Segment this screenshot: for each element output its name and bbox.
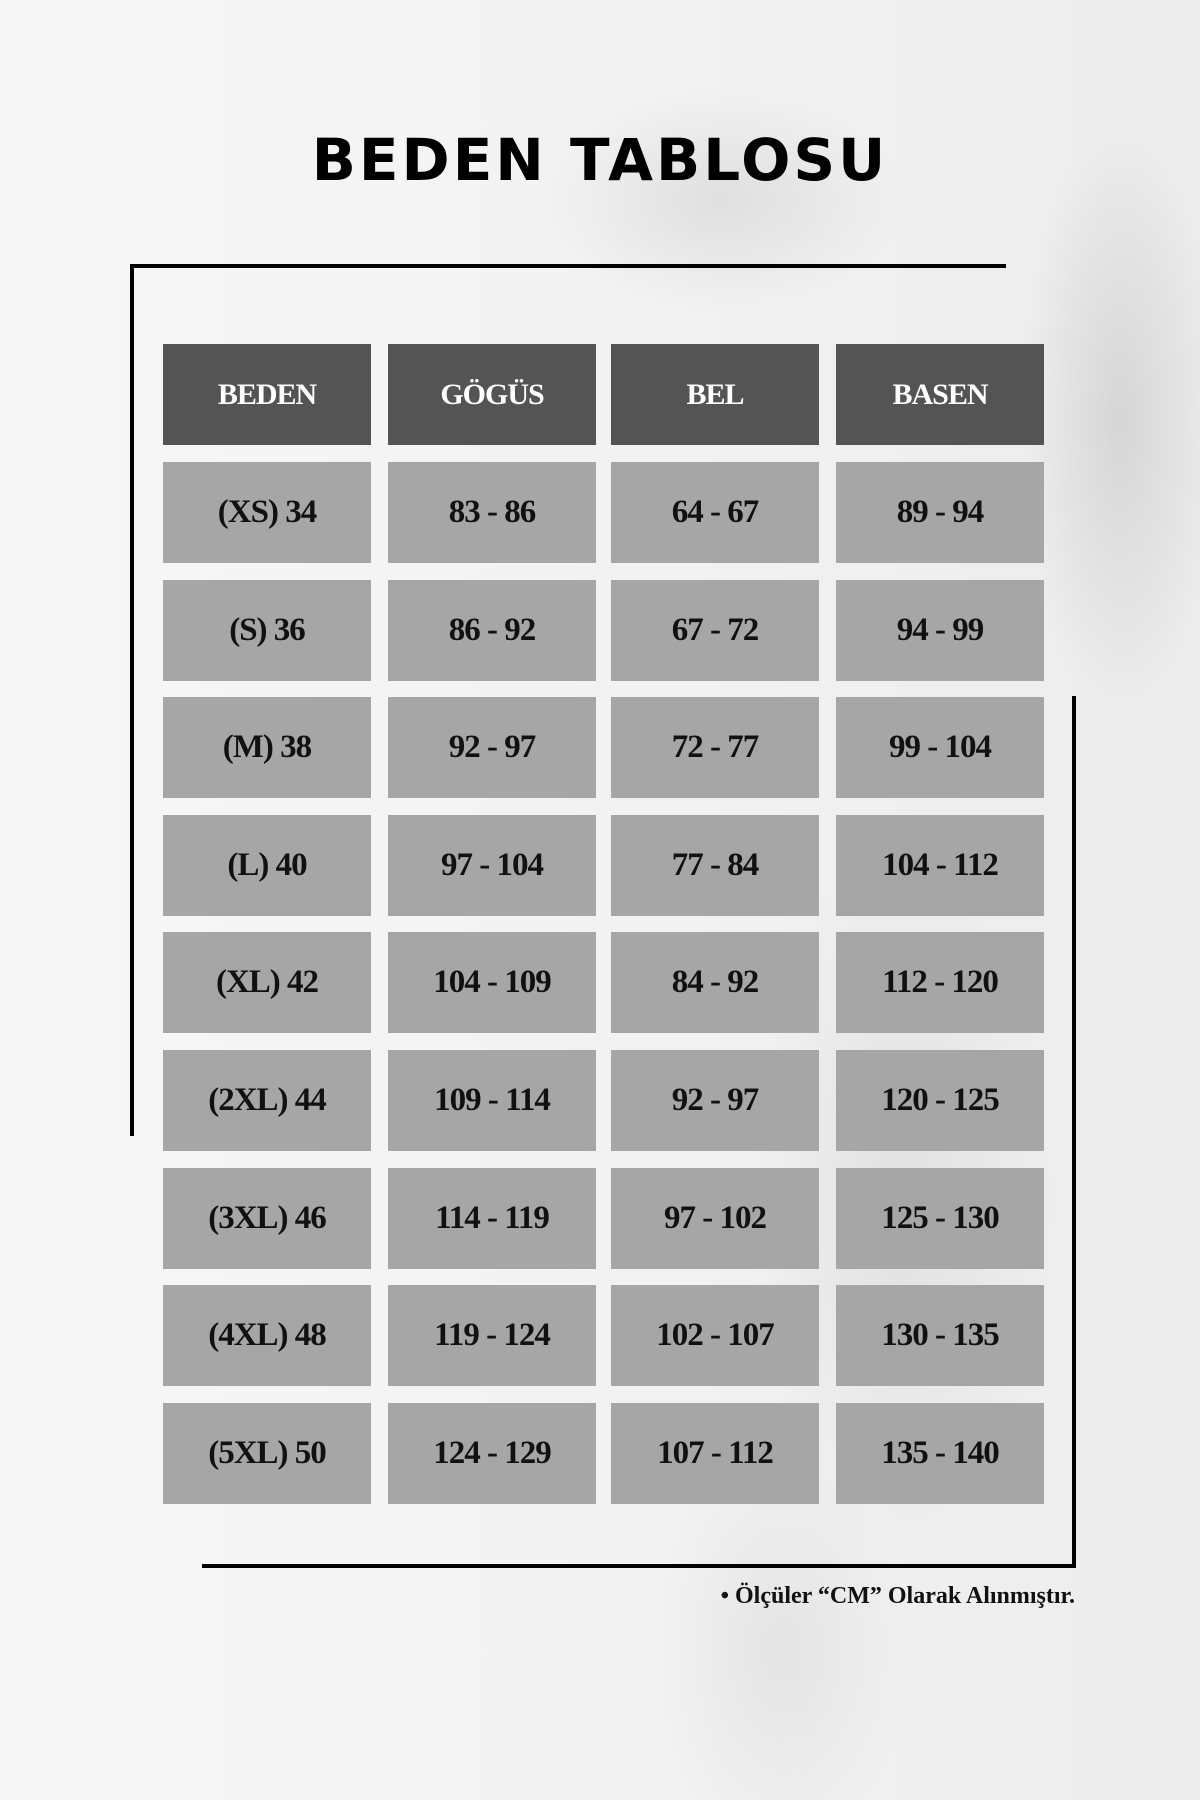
cell-basen: 130 - 135	[836, 1285, 1044, 1387]
cell-gogus: 92 - 97	[388, 697, 596, 799]
frame-top-line	[134, 264, 1006, 268]
cell-gogus: 124 - 129	[388, 1402, 596, 1504]
header-gogus: GÖGÜS	[388, 344, 596, 445]
cell-gogus: 119 - 124	[388, 1285, 596, 1387]
cell-bel: 107 - 112	[611, 1402, 819, 1504]
frame-left-line	[130, 264, 134, 1136]
cell-basen: 104 - 112	[836, 814, 1044, 916]
cell-basen: 112 - 120	[836, 932, 1044, 1034]
cell-beden: (XL) 42	[163, 932, 371, 1034]
cell-basen: 94 - 99	[836, 579, 1044, 681]
cell-beden: (4XL) 48	[163, 1285, 371, 1387]
header-basen: BASEN	[836, 344, 1044, 445]
cell-bel: 97 - 102	[611, 1167, 819, 1269]
cell-bel: 102 - 107	[611, 1285, 819, 1387]
measurement-note: • Ölçüler “CM” Olarak Alınmıştır.	[720, 1583, 1075, 1609]
cell-gogus: 104 - 109	[388, 932, 596, 1034]
cell-gogus: 83 - 86	[388, 462, 596, 563]
cell-beden: (S) 36	[163, 579, 371, 681]
cell-bel: 77 - 84	[611, 814, 819, 916]
cell-basen: 125 - 130	[836, 1167, 1044, 1269]
page-title: BEDEN TABLOSU	[311, 126, 889, 194]
cell-gogus: 97 - 104	[388, 814, 596, 916]
header-bel: BEL	[611, 344, 819, 445]
cell-beden: (5XL) 50	[163, 1402, 371, 1504]
header-beden: BEDEN	[163, 344, 371, 445]
cell-bel: 84 - 92	[611, 932, 819, 1034]
frame-bottom-line	[202, 1564, 1076, 1568]
cell-beden: (M) 38	[163, 697, 371, 799]
cell-gogus: 109 - 114	[388, 1050, 596, 1151]
cell-beden: (3XL) 46	[163, 1167, 371, 1269]
cell-gogus: 114 - 119	[388, 1167, 596, 1269]
cell-bel: 67 - 72	[611, 579, 819, 681]
frame-right-line	[1072, 696, 1076, 1568]
cell-beden: (2XL) 44	[163, 1050, 371, 1151]
cell-bel: 92 - 97	[611, 1050, 819, 1151]
cell-gogus: 86 - 92	[388, 579, 596, 681]
cell-basen: 99 - 104	[836, 697, 1044, 799]
cell-bel: 72 - 77	[611, 697, 819, 799]
cell-bel: 64 - 67	[611, 462, 819, 563]
cell-basen: 120 - 125	[836, 1050, 1044, 1151]
cell-beden: (L) 40	[163, 814, 371, 916]
cell-beden: (XS) 34	[163, 462, 371, 563]
cell-basen: 89 - 94	[836, 462, 1044, 563]
cell-basen: 135 - 140	[836, 1402, 1044, 1504]
